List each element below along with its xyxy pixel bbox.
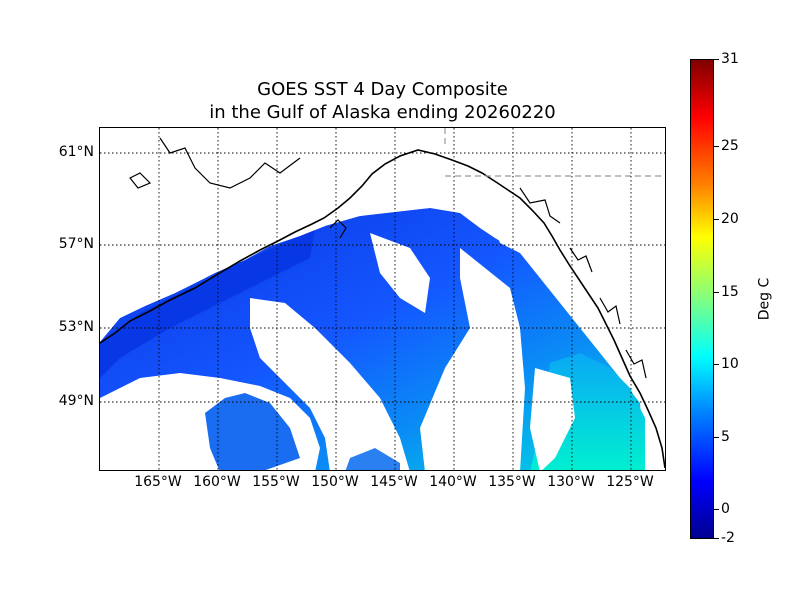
colorbar-label-25: 25: [721, 138, 739, 154]
colorbar-unit-label: Deg C: [756, 277, 773, 321]
colorbar-label-15: 15: [721, 284, 739, 300]
colorbar-tick: [714, 538, 719, 539]
lon-label-140w: 140°W: [429, 474, 477, 490]
colorbar-label-max: 31: [721, 51, 739, 67]
lon-label-130w: 130°W: [547, 474, 595, 490]
sst-map: [99, 127, 666, 471]
colorbar-tick: [714, 219, 719, 220]
colorbar-tick: [714, 437, 719, 438]
colorbar-tick: [714, 509, 719, 510]
map-title-line-1: GOES SST 4 Day Composite: [257, 79, 508, 100]
colorbar-label-0: 0: [721, 501, 730, 517]
lon-label-135w: 135°W: [488, 474, 536, 490]
colorbar-tick: [714, 364, 719, 365]
coastline-inlets: [129, 137, 647, 379]
land-mask-alaska: [100, 128, 665, 407]
graticule: [100, 128, 665, 470]
lon-label-150w: 150°W: [311, 474, 359, 490]
colorbar-label-min: -2: [721, 530, 735, 546]
lat-label-61n: 61°N: [58, 144, 94, 160]
sst-coastal-north: [100, 228, 315, 378]
colorbar-tick: [714, 146, 719, 147]
colorbar: [690, 59, 714, 539]
colorbar-tick: [714, 59, 719, 60]
lon-label-165w: 165°W: [134, 474, 182, 490]
colorbar-tick: [714, 292, 719, 293]
coastline: [100, 149, 665, 469]
colorbar-label-20: 20: [721, 211, 739, 227]
map-title-line-2: in the Gulf of Alaska ending 20260220: [209, 102, 556, 123]
colorbar-label-5: 5: [721, 429, 730, 445]
lat-label-49n: 49°N: [58, 393, 94, 409]
lat-label-57n: 57°N: [58, 236, 94, 252]
sst-map-canvas: [100, 128, 665, 470]
colorbar-label-10: 10: [721, 356, 739, 372]
lon-label-155w: 155°W: [252, 474, 300, 490]
lat-label-53n: 53°N: [58, 319, 94, 335]
lon-label-125w: 125°W: [606, 474, 654, 490]
international-border: [444, 128, 665, 177]
lon-label-145w: 145°W: [370, 474, 418, 490]
lon-label-160w: 160°W: [193, 474, 241, 490]
